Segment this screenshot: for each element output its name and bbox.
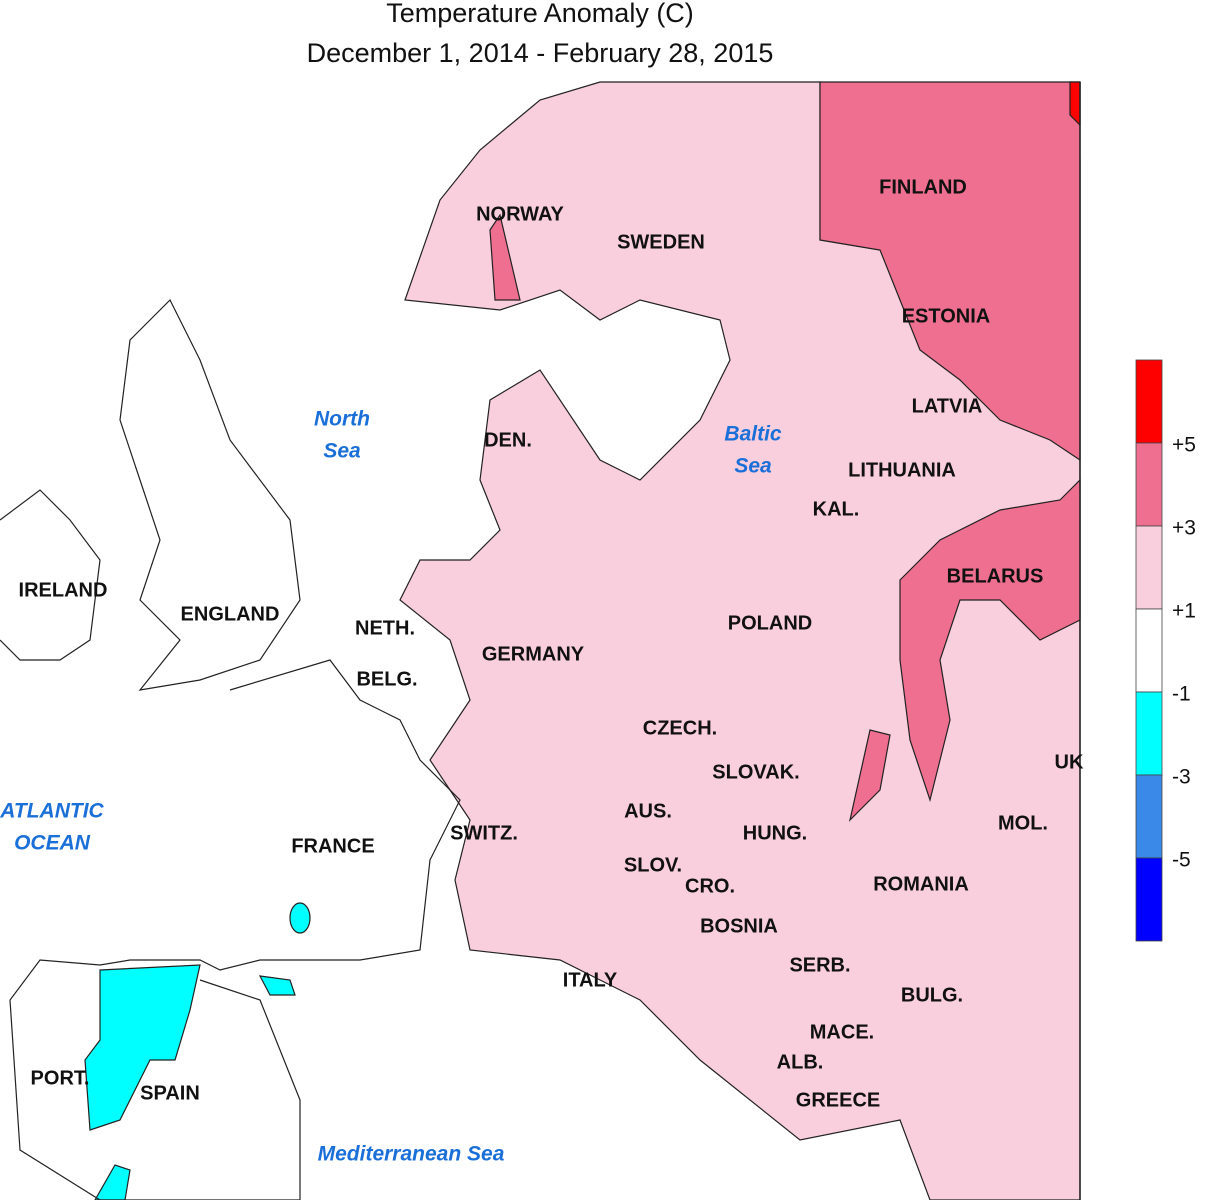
country-label: HUNG. bbox=[743, 822, 807, 844]
colorbar-label: -1 bbox=[1172, 683, 1191, 706]
colorbar-segment bbox=[1135, 691, 1163, 776]
country-label: UK bbox=[1055, 751, 1084, 773]
sea-label: OCEAN bbox=[14, 832, 91, 855]
colorbar-label: +3 bbox=[1172, 517, 1196, 540]
subtitle: December 1, 2014 - February 28, 2015 bbox=[307, 38, 774, 68]
sea-label: Baltic bbox=[724, 423, 782, 446]
country-label: BULG. bbox=[901, 984, 963, 1006]
country-label: ESTONIA bbox=[902, 305, 991, 327]
country-label: DEN. bbox=[484, 429, 532, 451]
country-label: KAL. bbox=[813, 498, 860, 520]
country-label: SWITZ. bbox=[450, 822, 518, 844]
colorbar-segment bbox=[1135, 774, 1163, 859]
country-label: SWEDEN bbox=[617, 231, 705, 253]
colorbar-segment bbox=[1135, 608, 1163, 693]
country-label: NETH. bbox=[355, 617, 415, 639]
country-label: ITALY bbox=[563, 969, 618, 991]
country-label: SERB. bbox=[789, 954, 850, 976]
sea-label: ATLANTIC bbox=[0, 800, 105, 823]
country-label: NORWAY bbox=[476, 203, 564, 225]
country-label: IRELAND bbox=[19, 579, 108, 601]
title: Temperature Anomaly (C) bbox=[386, 0, 694, 28]
country-label: FINLAND bbox=[879, 176, 967, 198]
country-label: ALB. bbox=[777, 1051, 824, 1073]
colorbar-segment bbox=[1135, 857, 1163, 942]
map-shapes bbox=[0, 81, 1081, 1200]
country-label: BOSNIA bbox=[700, 915, 778, 937]
country-label: GERMANY bbox=[482, 643, 585, 665]
country-label: FRANCE bbox=[291, 835, 374, 857]
country-label: SLOV. bbox=[624, 854, 682, 876]
country-label: MOL. bbox=[998, 812, 1048, 834]
country-label: ROMANIA bbox=[873, 873, 969, 895]
colorbar-segment bbox=[1135, 442, 1163, 527]
country-label: SPAIN bbox=[140, 1082, 200, 1104]
colorbar-segment bbox=[1135, 359, 1163, 444]
colorbar-label: -5 bbox=[1172, 849, 1191, 872]
country-label: BELARUS bbox=[947, 565, 1044, 587]
country-label: ENGLAND bbox=[181, 603, 280, 625]
sea-label: Sea bbox=[734, 455, 772, 478]
country-label: MACE. bbox=[810, 1021, 874, 1043]
country-label: BELG. bbox=[356, 668, 417, 690]
country-label: AUS. bbox=[624, 800, 672, 822]
sea-label: North bbox=[314, 408, 370, 431]
sea-label: Mediterranean Sea bbox=[318, 1143, 505, 1166]
country-label: PORT. bbox=[31, 1067, 90, 1089]
country-label: LITHUANIA bbox=[848, 459, 956, 481]
sea-label: Sea bbox=[323, 440, 361, 463]
country-label: LATVIA bbox=[912, 395, 983, 417]
colorbar-segment bbox=[1135, 525, 1163, 610]
country-label: CRO. bbox=[685, 875, 735, 897]
country-label: CZECH. bbox=[643, 717, 717, 739]
country-label: SLOVAK. bbox=[712, 761, 799, 783]
labels: NORWAY SWEDEN FINLAND ESTONIA LATVIA LIT… bbox=[0, 176, 1084, 1165]
country-label: GREECE bbox=[796, 1089, 880, 1111]
colorbar-label: -3 bbox=[1172, 766, 1191, 789]
colorbar-label: +1 bbox=[1172, 600, 1196, 623]
colorbar: +5 +3 +1 -1 -3 -5 bbox=[1135, 359, 1196, 942]
colorbar-label: +5 bbox=[1172, 434, 1196, 457]
country-label: POLAND bbox=[728, 612, 812, 634]
